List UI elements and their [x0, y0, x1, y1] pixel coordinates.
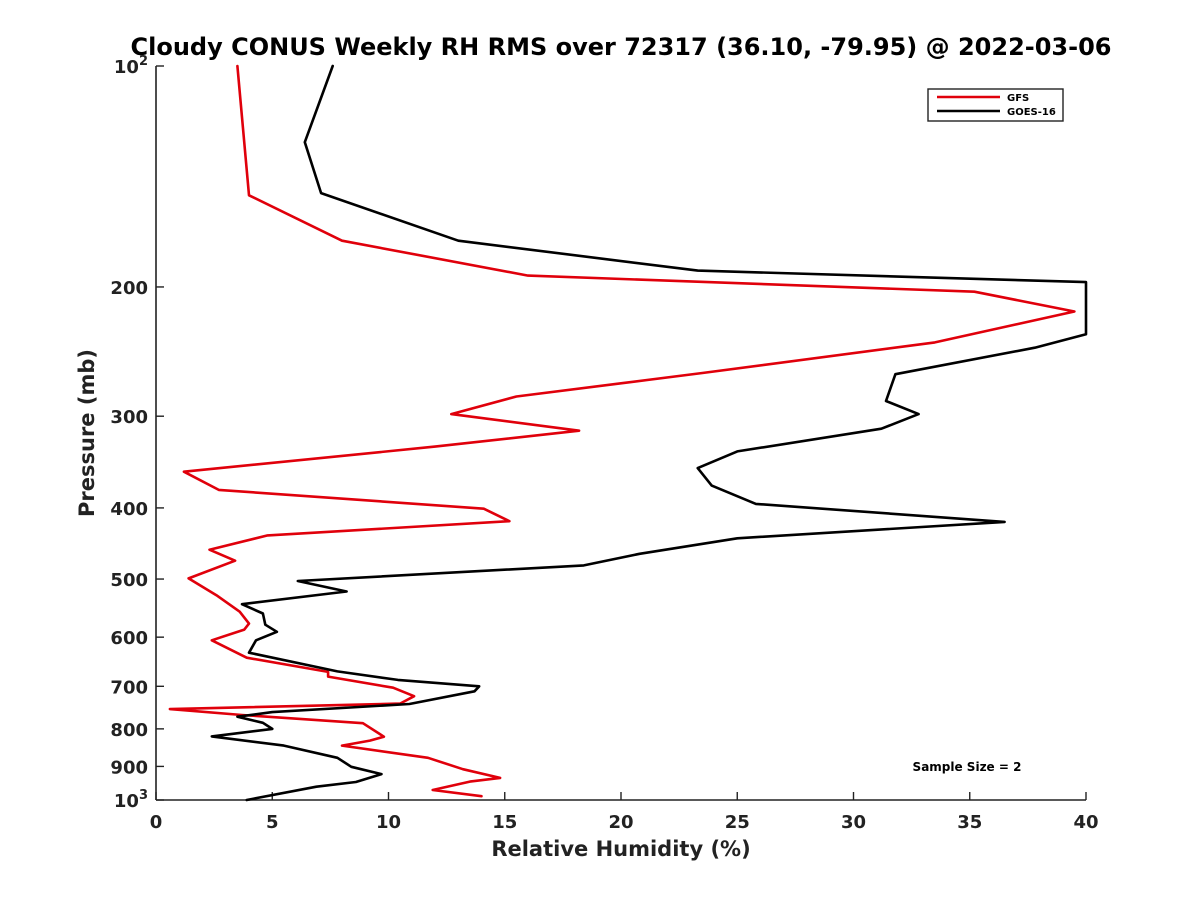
legend-label-goes16: GOES-16 [1007, 107, 1056, 118]
y-axis-label: Pressure (mb) [75, 349, 99, 517]
y-tick-label-base: 10 [114, 791, 139, 812]
series-line-gfs [168, 64, 1076, 798]
x-tick-label: 30 [841, 812, 866, 833]
x-tick-label: 0 [150, 812, 163, 833]
y-tick-label: 400 [110, 499, 148, 520]
series-group [168, 64, 1088, 802]
y-tick-label: 600 [110, 628, 148, 649]
x-tick-label: 35 [957, 812, 982, 833]
y-tick-label-exponent: 2 [139, 54, 148, 69]
x-tick-label: 40 [1073, 812, 1098, 833]
y-tick-label-exponent: 3 [139, 788, 148, 803]
chart-title: Cloudy CONUS Weekly RH RMS over 72317 (3… [131, 33, 1112, 61]
y-tick-label: 200 [110, 278, 148, 299]
legend: GFS GOES-16 [927, 88, 1064, 122]
y-tick-label: 102 [114, 54, 148, 78]
y-tick-label: 900 [110, 757, 148, 778]
x-tick-label: 15 [492, 812, 517, 833]
legend-box [927, 88, 1064, 122]
x-axis-label: Relative Humidity (%) [491, 837, 750, 861]
y-tick-label: 103 [114, 788, 148, 812]
y-tick-label: 700 [110, 677, 148, 698]
x-tick-label: 20 [608, 812, 633, 833]
legend-label-gfs: GFS [1007, 93, 1029, 104]
y-tick-label: 800 [110, 720, 148, 741]
y-tick-label-base: 10 [114, 57, 139, 78]
y-tick-label: 300 [110, 407, 148, 428]
x-axis-ticks: 0 5 10 15 20 25 30 35 40 [150, 792, 1099, 833]
x-tick-label: 5 [266, 812, 279, 833]
sample-size-annotation: Sample Size = 2 [913, 760, 1022, 774]
x-tick-label: 10 [376, 812, 401, 833]
y-tick-label: 500 [110, 570, 148, 591]
series-line-goes16 [210, 64, 1088, 802]
x-tick-label: 25 [725, 812, 750, 833]
